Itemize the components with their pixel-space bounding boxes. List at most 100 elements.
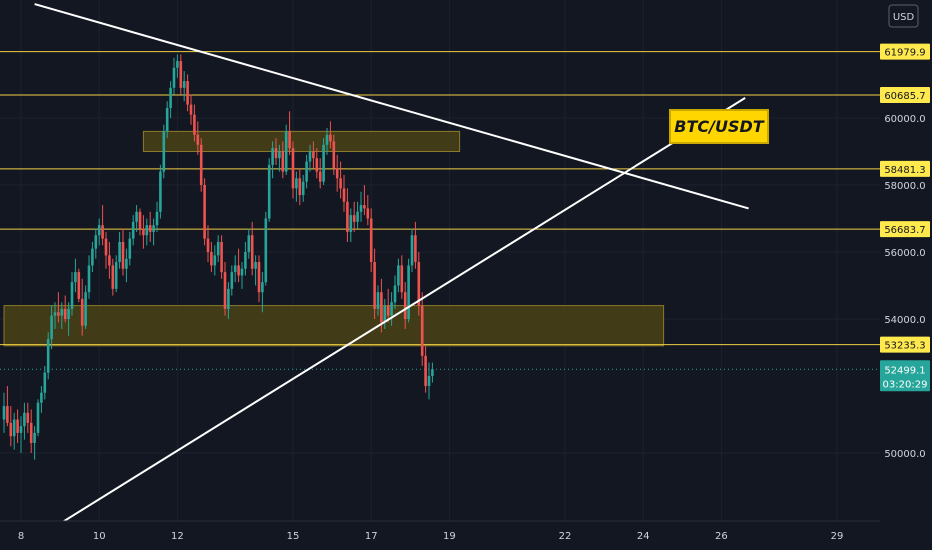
trendlines-layer	[34, 3, 749, 528]
candle-body-112	[383, 305, 387, 323]
candle-body-81	[278, 151, 281, 159]
time-tick-label-8: 26	[715, 531, 728, 542]
candle-body-31	[108, 255, 111, 266]
candle-body-37	[128, 238, 132, 259]
level-tag-3: 56683.7	[884, 225, 925, 236]
candle-body-5	[19, 426, 23, 433]
time-tick-label-5: 19	[443, 531, 456, 542]
candle-body-61	[210, 252, 213, 266]
level-tag-2: 58481.3	[884, 165, 925, 176]
candle-body-45	[155, 211, 159, 226]
candle-body-104	[356, 211, 359, 222]
candle-body-6	[23, 412, 26, 427]
candle-body-100	[342, 188, 346, 202]
candle-body-119	[407, 265, 410, 319]
candle-body-2	[9, 422, 13, 437]
candle-body-12	[43, 372, 47, 393]
candle-body-75	[257, 262, 261, 293]
trendline-0	[34, 3, 749, 210]
candle-body-67	[230, 272, 234, 289]
candle-body-87	[298, 178, 302, 196]
trendline-1	[54, 97, 746, 528]
candle-body-79	[271, 148, 274, 165]
level-tag-4: 53235.3	[884, 341, 925, 352]
chart-title-background	[669, 109, 769, 144]
candle-body-117	[400, 265, 404, 293]
candle-body-14	[50, 315, 53, 340]
candle-body-26	[91, 248, 94, 266]
price-axis[interactable]: USD	[880, 0, 932, 521]
candle-body-107	[366, 208, 370, 219]
level-tag-bg-4	[880, 336, 930, 353]
level-tag-bg-3	[880, 221, 930, 238]
candle-body-49	[169, 87, 172, 108]
candle-body-21	[74, 272, 77, 283]
candle-body-114	[390, 302, 393, 316]
candle-body-34	[118, 241, 121, 263]
price-tick-label-4: 50000.0	[884, 449, 925, 460]
zone-0	[142, 130, 461, 152]
candle-body-8	[29, 422, 33, 443]
time-tick-label-9: 29	[831, 531, 844, 542]
time-axis[interactable]	[0, 520, 932, 550]
time-tick-label-6: 22	[559, 531, 572, 542]
price-tick-label-2: 56000.0	[884, 248, 925, 259]
time-tick-labels: 8 10 12 15 17 19 22 24 26 29	[18, 531, 844, 542]
candle-body-30	[104, 238, 108, 256]
level-tag-bg-0	[880, 43, 930, 60]
candle-body-19	[67, 308, 70, 319]
horizontal-levels-layer	[0, 51, 880, 370]
price-tick-labels: 60000.0 58000.0 56000.0 54000.0 50000.0	[884, 114, 925, 460]
candle-body-92	[315, 158, 319, 172]
time-tick-label-1: 10	[93, 531, 106, 542]
candle-body-72	[247, 235, 251, 252]
candle-body-78	[267, 164, 271, 219]
time-tick-label-7: 24	[637, 531, 650, 542]
candle-body-86	[295, 178, 298, 189]
chart-title-box: BTC/USDT	[669, 109, 769, 144]
candle-body-9	[33, 432, 36, 443]
candle-body-40	[138, 211, 142, 229]
candle-body-71	[244, 252, 247, 269]
current-price-label: 52499.1	[884, 365, 925, 376]
price-tick-label-3: 54000.0	[884, 315, 925, 326]
candle-body-62	[213, 255, 217, 266]
candle-body-120	[410, 235, 414, 266]
candle-body-3	[12, 419, 16, 437]
candle-body-84	[288, 131, 291, 149]
candle-body-94	[322, 144, 325, 182]
candle-body-99	[339, 178, 342, 189]
candle-body-59	[203, 185, 206, 239]
currency-button-frame	[888, 4, 919, 28]
candle-body-69	[237, 265, 240, 276]
candle-body-77	[264, 218, 268, 283]
candle-body-80	[274, 148, 278, 159]
candle-body-88	[301, 181, 305, 196]
candle-body-29	[101, 225, 104, 239]
chart-grid	[0, 0, 880, 521]
candle-body-35	[121, 241, 125, 269]
candle-body-52	[179, 61, 183, 88]
currency-button[interactable]: USD	[893, 12, 915, 23]
candle-body-83	[284, 131, 288, 172]
candle-body-53	[182, 81, 186, 88]
candle-body-73	[250, 235, 254, 269]
candle-body-27	[94, 235, 98, 249]
candle-body-109	[373, 262, 376, 309]
candle-body-51	[176, 61, 179, 68]
candle-body-82	[281, 151, 285, 172]
candle-body-101	[346, 201, 349, 232]
level-tag-bg-1	[880, 87, 930, 104]
candle-body-95	[325, 134, 329, 145]
time-axis-background	[0, 521, 932, 550]
candle-body-54	[186, 81, 189, 105]
candle-body-115	[393, 285, 397, 303]
candle-body-17	[60, 308, 64, 316]
candle-body-16	[57, 312, 60, 316]
candle-body-106	[363, 205, 366, 209]
candle-body-48	[165, 107, 169, 132]
candle-body-66	[227, 288, 230, 309]
candle-body-44	[152, 225, 155, 232]
